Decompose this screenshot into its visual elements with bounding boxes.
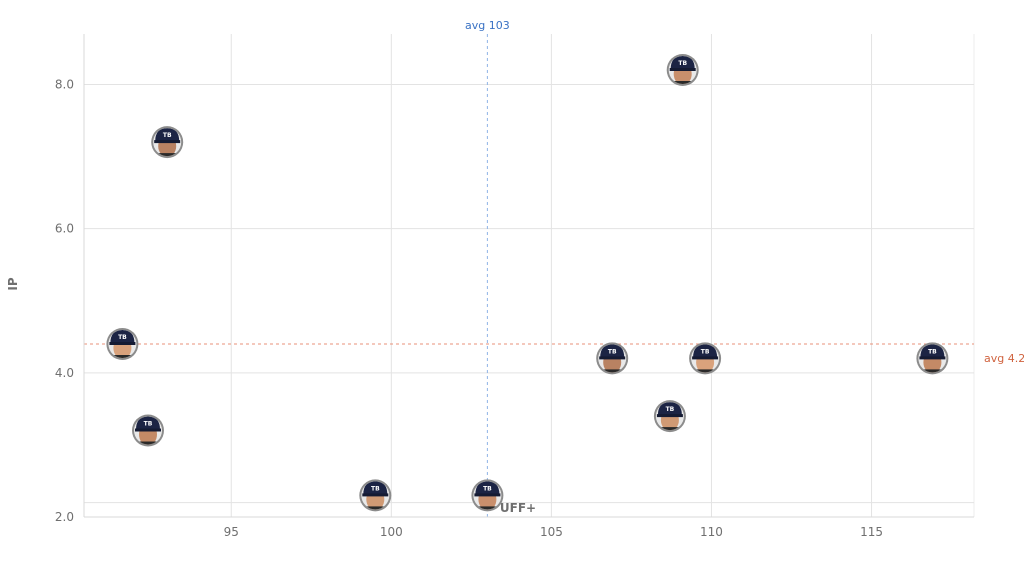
y-tick-label: 2.0	[55, 510, 74, 524]
cap-icon	[475, 481, 500, 495]
cap-icon	[136, 416, 160, 430]
avg-x-label: avg 103	[465, 19, 510, 32]
headshot-face-group: TB	[918, 344, 947, 373]
y-tick-label: 4.0	[55, 366, 74, 380]
team-logo-icon: TB	[666, 406, 675, 413]
data-point: TB	[653, 400, 686, 433]
headshot-face-group: TB	[134, 416, 162, 445]
y-tick-label: 8.0	[55, 77, 74, 91]
cap-brim	[919, 356, 946, 360]
data-point: TB	[359, 479, 392, 512]
headshot-face-group: TB	[153, 128, 182, 157]
team-logo-icon: TB	[118, 334, 127, 341]
cap-icon	[600, 344, 625, 358]
team-logo-icon: TB	[371, 485, 380, 492]
y-axis-label: IP	[6, 277, 20, 290]
grid	[84, 34, 975, 518]
team-logo-icon: TB	[701, 348, 710, 355]
x-tick-label: 95	[224, 525, 239, 539]
y-tick-label: 6.0	[55, 222, 74, 236]
team-logo-icon: TB	[163, 132, 172, 139]
cap-brim	[109, 342, 136, 345]
team-logo-icon: TB	[928, 348, 937, 355]
headshot-face-group: TB	[598, 344, 627, 373]
cap-brim	[656, 414, 683, 418]
cap-icon	[363, 481, 388, 495]
cap-brim	[599, 356, 626, 360]
headshot-face-group: TB	[668, 56, 697, 84]
headshot-face-group: TB	[473, 481, 502, 510]
team-logo-icon: TB	[144, 421, 153, 428]
collar	[655, 427, 684, 431]
data-points: TB TB TB TB TB TB TB TB TB TB	[106, 54, 949, 512]
x-axis-label: UFF+	[500, 501, 536, 515]
cap-brim	[154, 140, 181, 144]
data-point: TB	[689, 342, 722, 375]
x-tick-label: 110	[700, 525, 723, 539]
team-logo-icon: TB	[483, 485, 492, 492]
collar	[668, 81, 697, 84]
data-point: TB	[916, 342, 949, 375]
collar	[108, 355, 137, 358]
cap-icon	[693, 344, 718, 358]
data-point: TB	[471, 479, 504, 512]
collar	[918, 369, 947, 373]
cap-icon	[920, 344, 945, 358]
headshot-face-group: TB	[691, 344, 720, 373]
team-logo-icon: TB	[608, 348, 617, 355]
headshot-face-group: TB	[108, 330, 137, 358]
collar	[691, 369, 720, 373]
avg-y-label: avg 4.2	[984, 352, 1024, 365]
collar	[134, 441, 162, 445]
cap-icon	[155, 128, 180, 142]
x-tick-label: 115	[860, 525, 883, 539]
data-point: TB	[106, 328, 139, 360]
cap-brim	[135, 428, 161, 432]
axes: 95 100 105 110 115 2.0 4.0 6.0 8.0	[55, 34, 974, 539]
data-point: TB	[132, 414, 164, 447]
reference-lines: avg 103 avg 4.2	[84, 19, 1024, 517]
cap-brim	[474, 493, 501, 497]
data-point: TB	[596, 342, 629, 375]
team-logo-icon: TB	[678, 60, 687, 67]
x-tick-label: 105	[540, 525, 563, 539]
collar	[153, 153, 182, 157]
headshot-face-group: TB	[655, 402, 684, 431]
data-point: TB	[666, 54, 699, 86]
collar	[598, 369, 627, 373]
cap-brim	[692, 356, 719, 360]
headshot-face-group: TB	[361, 481, 390, 510]
collar	[361, 506, 390, 510]
cap-icon	[110, 330, 135, 343]
data-point: TB	[151, 126, 184, 159]
cap-icon	[670, 56, 695, 69]
collar	[473, 506, 502, 510]
x-tick-label: 100	[380, 525, 403, 539]
cap-brim	[669, 68, 696, 71]
cap-brim	[362, 493, 389, 497]
cap-icon	[657, 402, 682, 416]
